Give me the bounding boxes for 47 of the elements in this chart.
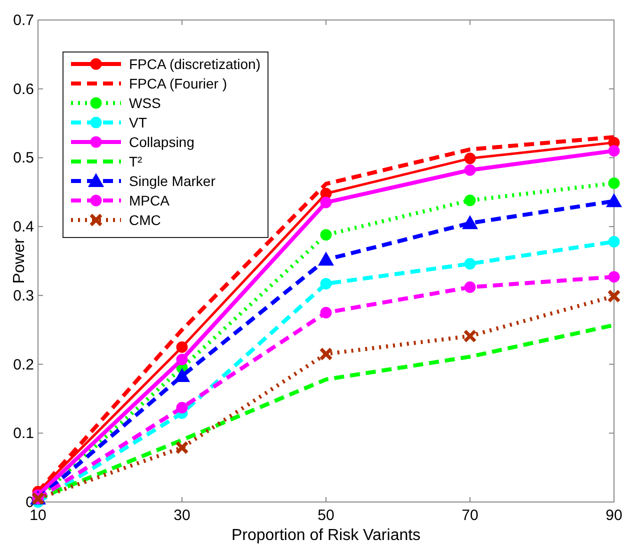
- point: [464, 281, 476, 293]
- point: [175, 440, 189, 454]
- point: [464, 152, 476, 164]
- point: [608, 177, 620, 189]
- x-tick-label: 10: [30, 507, 46, 524]
- point: [176, 354, 188, 366]
- point: [608, 271, 620, 283]
- legend-label: FPCA (discretization): [129, 56, 260, 72]
- y-axis-title: Power: [11, 238, 28, 284]
- point: [463, 329, 477, 343]
- legend-label: CMC: [129, 212, 161, 228]
- point: [176, 341, 188, 353]
- point: [608, 145, 620, 157]
- point: [319, 347, 333, 361]
- legend-label: T²: [129, 154, 143, 170]
- y-tick-label: 0.7: [13, 12, 34, 29]
- point: [464, 194, 476, 206]
- point: [320, 306, 332, 318]
- point: [606, 193, 622, 208]
- y-tick-label: 0.3: [13, 287, 34, 304]
- point: [318, 252, 334, 266]
- x-tick-label: 30: [174, 507, 190, 524]
- legend-label: VT: [129, 114, 148, 130]
- x-tick-label: 70: [462, 507, 478, 524]
- point: [176, 402, 188, 414]
- point: [320, 229, 332, 241]
- legend-label: WSS: [129, 95, 161, 111]
- point: [320, 196, 332, 208]
- legend-label: MPCA: [129, 192, 170, 208]
- x-tick-label: 90: [606, 507, 622, 524]
- x-axis-title: Proportion of Risk Variants: [231, 527, 421, 544]
- point: [607, 289, 621, 303]
- y-tick-label: 0.1: [13, 425, 34, 442]
- legend-label: FPCA (Fourier ): [129, 76, 228, 92]
- point: [174, 368, 190, 382]
- point: [464, 164, 476, 176]
- y-tick-label: 0.5: [13, 150, 34, 167]
- x-tick-label: 50: [318, 507, 334, 524]
- y-tick-label: 0.4: [13, 218, 34, 236]
- point: [608, 236, 620, 248]
- y-tick-label: 0.2: [13, 356, 34, 374]
- legend-label: Single Marker: [129, 173, 216, 189]
- point: [464, 258, 476, 270]
- point: [320, 278, 332, 290]
- point: [462, 215, 478, 230]
- legend-label: Collapsing: [129, 134, 194, 150]
- y-tick-label: 0.6: [13, 80, 34, 98]
